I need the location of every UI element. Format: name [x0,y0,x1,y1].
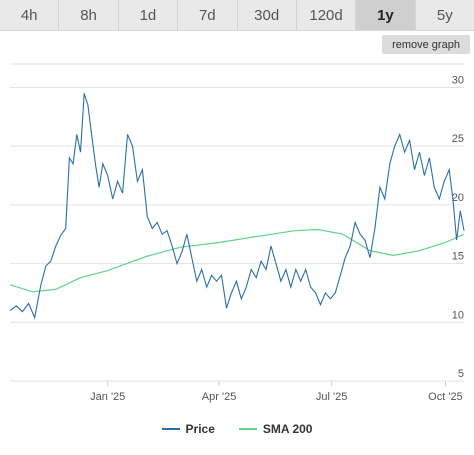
series-line-price [9,93,465,320]
x-tick-label: Oct '25 [428,391,463,403]
grid-lines [10,63,464,382]
y-tick-label: 20 [452,192,464,204]
tab-1d[interactable]: 1d [118,0,179,30]
legend-label-price: Price [185,422,215,436]
tab-5y[interactable]: 5y [415,0,474,30]
tab-1y[interactable]: 1y [356,0,416,30]
chart-legend: Price SMA 200 [0,419,474,439]
y-tick-label: 5 [458,368,464,380]
tab-7d[interactable]: 7d [178,0,238,30]
timeframe-tabs: 4h 8h 1d 7d 30d 120d 1y 5y [0,0,474,31]
y-tick-label: 25 [452,133,464,145]
legend-item-price[interactable]: Price [161,422,215,436]
legend-label-sma-200: SMA 200 [262,422,313,436]
x-tick-label: Jul '25 [316,391,347,403]
y-tick-label: 30 [452,74,464,86]
x-tick-label: Apr '25 [202,391,237,403]
y-tick-label: 10 [452,309,464,321]
y-tick-label: 15 [452,251,464,263]
legend-swatch-price [161,428,180,430]
tab-4h[interactable]: 4h [0,0,60,30]
price-chart: 5 10 15 20 25 30 Jan '25 Apr '25 Jul '25 Oct '25 [9,63,465,403]
x-tick-label: Jan '25 [90,391,125,403]
tab-120d[interactable]: 120d [296,0,357,30]
x-axis-ticks: Jan '25 Apr '25 Jul '25 Oct '25 [90,381,463,403]
legend-swatch-sma-200 [238,428,257,430]
series-line-sma-200 [9,228,465,293]
remove-graph-button[interactable]: remove graph [382,35,470,54]
legend-item-sma-200[interactable]: SMA 200 [238,422,313,436]
tab-8h[interactable]: 8h [59,0,119,30]
tab-30d[interactable]: 30d [237,0,297,30]
y-axis-ticks: 5 10 15 20 25 30 [452,74,464,380]
